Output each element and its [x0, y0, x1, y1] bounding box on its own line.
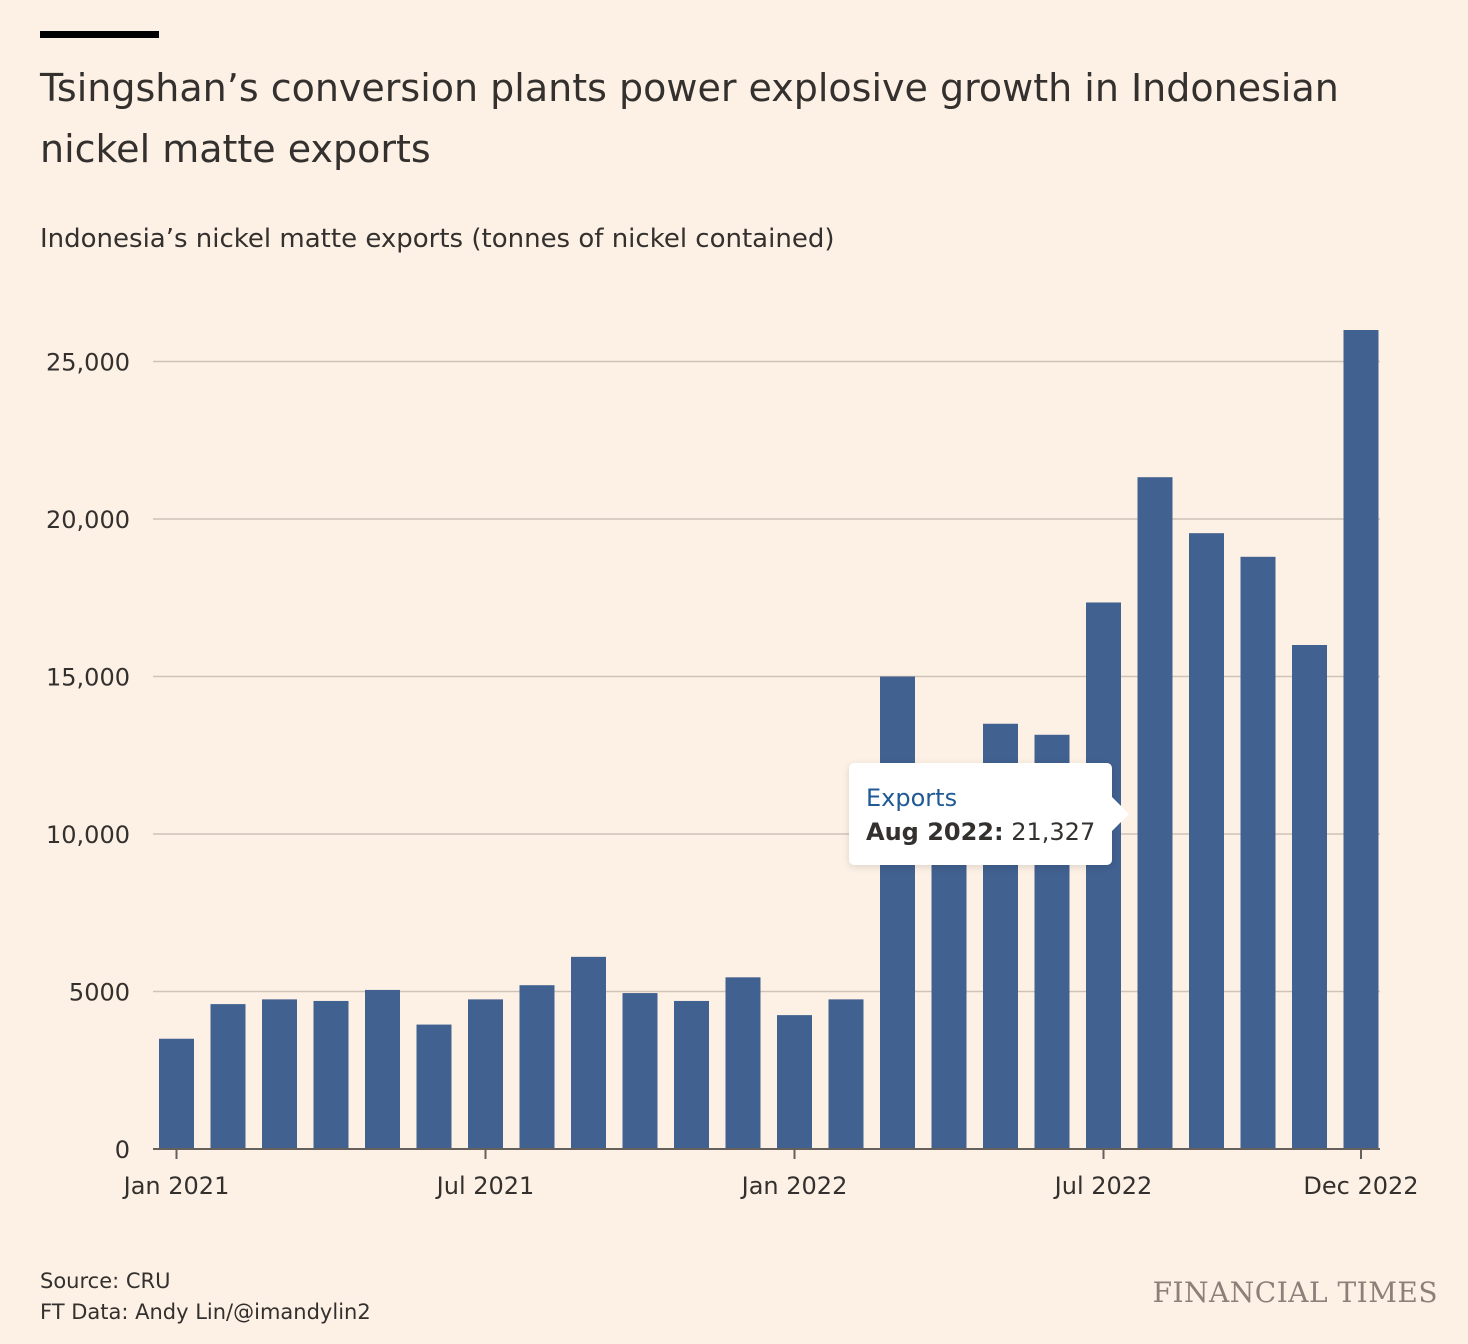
x-tick-label: Jan 2022: [740, 1172, 848, 1200]
bar: [571, 956, 606, 1149]
y-tick-label: 0: [115, 1136, 130, 1164]
bar: [1292, 645, 1327, 1149]
x-tick-label: Jan 2021: [122, 1172, 230, 1200]
bar: [725, 977, 761, 1149]
bar: [828, 999, 864, 1149]
bar: [262, 999, 297, 1149]
top-rule: [40, 31, 159, 38]
credit-note: FT Data: Andy Lin/@imandylin2: [40, 1300, 371, 1324]
bar: [880, 676, 915, 1149]
x-tick-label: Jul 2022: [1053, 1172, 1153, 1200]
bar-chart: 0 5000 10,000 15,000 20,000 25,000 Jan 2021 Jul…: [46, 330, 1419, 1200]
bar: [1086, 602, 1121, 1149]
bar: [468, 999, 503, 1149]
y-tick-label: 15,000: [46, 664, 130, 692]
bar: [159, 1038, 194, 1149]
bar: [622, 993, 658, 1149]
tooltip-month: Aug 2022:: [866, 818, 1004, 846]
x-tick-label: Dec 2022: [1303, 1172, 1418, 1200]
bar: [1343, 330, 1379, 1149]
bar: [365, 989, 400, 1149]
tooltip: Exports Aug 2022: 21,327: [849, 763, 1129, 865]
bar: [1137, 477, 1173, 1150]
tooltip-series-name: Exports: [866, 784, 958, 812]
y-tick-label: 5000: [69, 979, 130, 1007]
bar: [210, 1004, 246, 1149]
tooltip-value: 21,327: [1011, 818, 1096, 846]
bar: [674, 1000, 709, 1149]
ft-logo: FINANCIAL TIMES: [1152, 1276, 1438, 1309]
chart-subtitle: Indonesia’s nickel matte exports (tonnes…: [40, 224, 835, 254]
bar: [777, 1015, 812, 1149]
chart-title: Tsingshan’s conversion plants power expl…: [40, 66, 1339, 171]
bar: [416, 1024, 452, 1149]
x-tick-label: Jul 2021: [435, 1172, 535, 1200]
bar: [1189, 533, 1224, 1149]
bar: [313, 1000, 349, 1149]
y-tick-label: 10,000: [46, 821, 130, 849]
source-note: Source: CRU: [40, 1269, 171, 1293]
tooltip-value-line: Aug 2022: 21,327: [866, 815, 1096, 849]
bar: [1240, 556, 1276, 1149]
y-tick-label: 20,000: [46, 506, 130, 534]
bar: [519, 985, 555, 1149]
y-tick-label: 25,000: [46, 349, 130, 377]
